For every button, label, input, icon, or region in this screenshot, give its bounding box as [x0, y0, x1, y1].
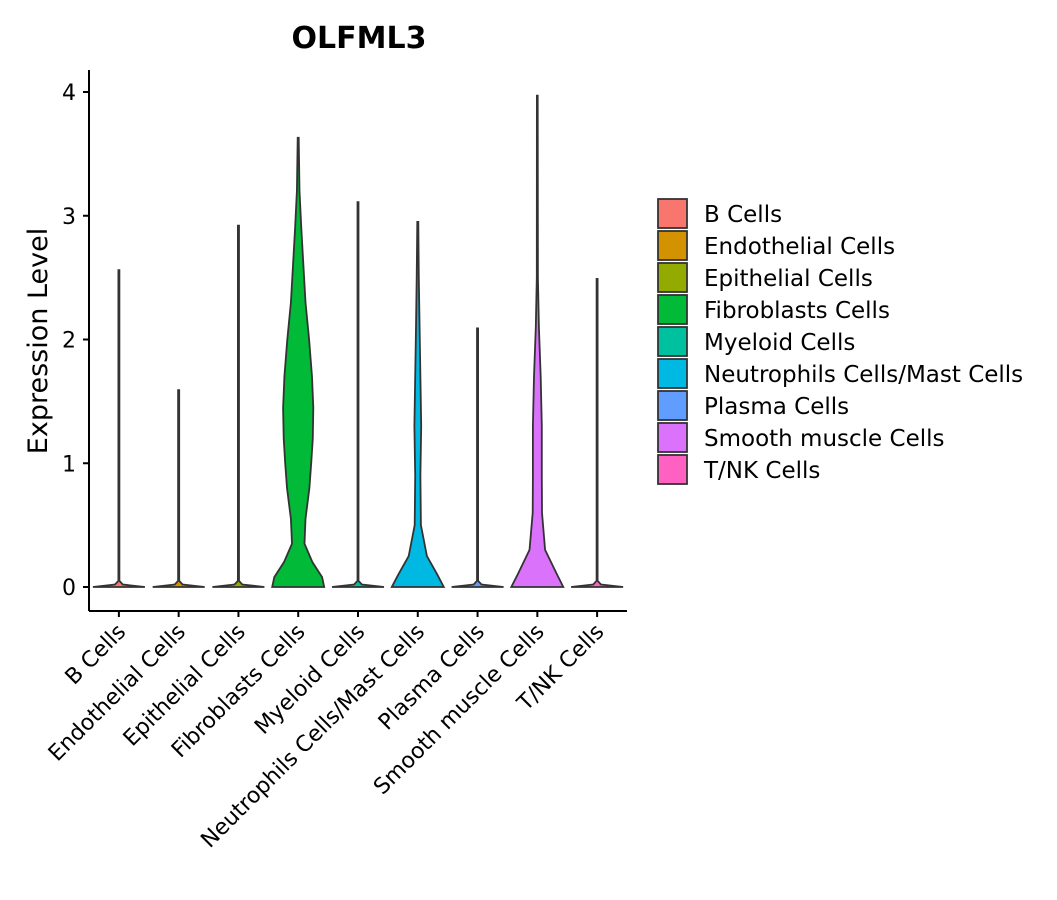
violin-myeloid-cells [331, 201, 385, 588]
legend-label: Endothelial Cells [704, 234, 895, 260]
violin-fibroblasts-cells [271, 136, 326, 588]
y-tick-label: 4 [62, 81, 76, 106]
legend-swatch [657, 390, 688, 421]
y-tick-label: 0 [62, 576, 76, 601]
y-tick-label: 1 [62, 452, 76, 477]
violin-b-cells [92, 269, 146, 588]
legend-label: T/NK Cells [703, 458, 820, 484]
legend: B Cells Endothelial Cells Epithelial Cells… [657, 198, 1023, 485]
chart-title: OLFML3 [292, 21, 427, 56]
legend-label: Neutrophils Cells/Mast Cells [704, 362, 1023, 388]
violin-plasma-cells [451, 327, 504, 588]
legend-label: Epithelial Cells [704, 266, 873, 292]
legend-swatch [657, 262, 688, 293]
legend-swatch [657, 422, 688, 453]
violin-endothelial-cells [152, 389, 205, 588]
legend-swatch [657, 358, 688, 389]
legend-label: Myeloid Cells [704, 330, 855, 356]
legend-swatch [657, 230, 688, 261]
y-axis-title: Expression Level [23, 228, 54, 454]
violin-epithelial-cells [212, 224, 265, 588]
legend-label: Smooth muscle Cells [704, 426, 945, 452]
x-tick-label: Plasma Cells [374, 620, 490, 736]
violin-neutrophils-cells-mast-cells [390, 221, 446, 588]
legend-swatch [657, 454, 688, 485]
violin-smooth-muscle-cells [509, 94, 565, 588]
legend-label: Plasma Cells [704, 394, 849, 420]
legend-swatch [657, 198, 688, 229]
legend-swatch [657, 294, 688, 325]
y-tick-label: 3 [62, 205, 76, 230]
violin-t-nk-cells [570, 278, 624, 588]
legend-label: B Cells [704, 202, 782, 228]
violins-layer [92, 94, 624, 588]
y-tick-label: 2 [62, 329, 76, 354]
legend-swatch [657, 326, 688, 357]
legend-label: Fibroblasts Cells [704, 298, 890, 324]
